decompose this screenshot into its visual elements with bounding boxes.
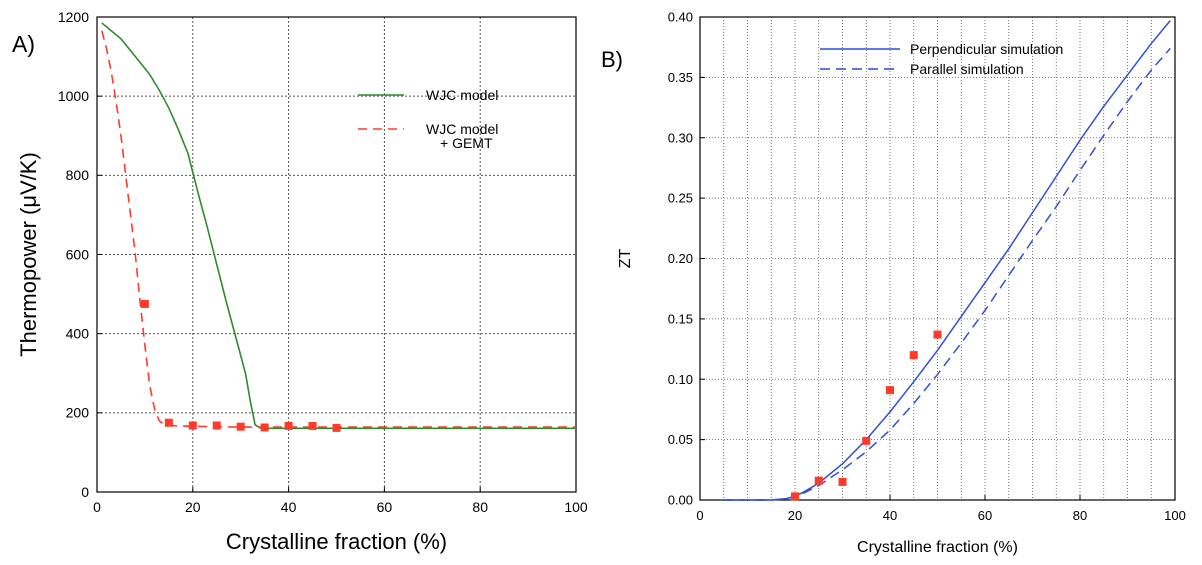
legend-label-line: Perpendicular simulation bbox=[910, 41, 1063, 57]
legend-label: Parallel simulation bbox=[910, 61, 1024, 77]
x-tick-label: 40 bbox=[883, 508, 897, 523]
x-tick-label: 0 bbox=[93, 499, 101, 515]
y-tick-label: 600 bbox=[66, 246, 90, 262]
legend-label: WJC model + GEMT bbox=[426, 121, 498, 151]
y-tick-label: 0.35 bbox=[668, 70, 693, 85]
y-axis-label: Thermopower (μV/K) bbox=[16, 152, 41, 357]
y-tick-label: 0.20 bbox=[668, 251, 693, 266]
x-tick-label: 60 bbox=[978, 508, 992, 523]
x-tick-label: 40 bbox=[281, 499, 297, 515]
x-tick-label: 100 bbox=[1164, 508, 1186, 523]
data-point-marker bbox=[284, 421, 293, 430]
y-tick-label: 400 bbox=[66, 326, 90, 342]
data-point-marker bbox=[164, 418, 173, 427]
legend-label-line: WJC model bbox=[426, 121, 498, 137]
data-point-marker bbox=[212, 421, 221, 430]
data-point-marker bbox=[236, 422, 245, 431]
panel-label: B) bbox=[601, 47, 623, 72]
data-point-marker bbox=[814, 476, 823, 485]
series-line bbox=[723, 20, 1171, 501]
x-axis-label: Crystalline fraction (%) bbox=[857, 539, 1018, 556]
data-point-marker bbox=[862, 436, 871, 445]
y-tick-label: 800 bbox=[66, 167, 90, 183]
legend-label-line: WJC model bbox=[426, 87, 498, 103]
data-point-marker bbox=[791, 492, 799, 501]
y-tick-label: 0.25 bbox=[668, 191, 693, 206]
x-tick-label: 80 bbox=[472, 499, 488, 515]
legend-label: WJC model bbox=[426, 87, 498, 103]
x-tick-label: 60 bbox=[377, 499, 393, 515]
y-tick-label: 0 bbox=[81, 484, 89, 500]
x-tick-label: 80 bbox=[1073, 508, 1087, 523]
y-tick-label: 0.05 bbox=[668, 432, 693, 447]
legend-label-line: Parallel simulation bbox=[910, 61, 1024, 77]
x-tick-label: 20 bbox=[788, 508, 802, 523]
data-point-marker bbox=[909, 351, 918, 360]
y-tick-label: 0.10 bbox=[668, 372, 693, 387]
legend-label: Perpendicular simulation bbox=[910, 41, 1063, 57]
x-tick-label: 0 bbox=[696, 508, 703, 523]
series-line bbox=[101, 30, 576, 428]
y-tick-label: 1000 bbox=[58, 88, 89, 104]
series-line bbox=[101, 22, 576, 430]
data-point-marker bbox=[308, 421, 317, 430]
y-tick-label: 0.30 bbox=[668, 130, 693, 145]
y-tick-label: 200 bbox=[66, 405, 90, 421]
series-line bbox=[723, 47, 1171, 501]
legend-label-line: + GEMT bbox=[440, 135, 493, 151]
chart-panel-a: 0 20 40 60 80 100020040060080010001200Crystal… bbox=[12, 9, 588, 554]
y-tick-label: 1200 bbox=[58, 9, 89, 25]
data-point-marker bbox=[140, 299, 149, 308]
y-tick-label: 0.40 bbox=[668, 10, 693, 25]
y-tick-label: 0.00 bbox=[668, 493, 693, 508]
data-point-marker bbox=[332, 423, 341, 432]
y-axis-label: ZT bbox=[617, 249, 634, 269]
chart-panel-b: 0 20 40 60 80 100 0.00 0.05 0.10 0.15 0.20 0.25 0.30… bbox=[601, 10, 1186, 556]
data-point-marker bbox=[260, 423, 269, 432]
data-point-marker bbox=[838, 477, 847, 486]
data-point-marker bbox=[933, 330, 942, 339]
y-tick-label: 0.15 bbox=[668, 311, 693, 326]
panel-label: A) bbox=[12, 31, 35, 57]
x-tick-label: 100 bbox=[564, 499, 588, 515]
x-axis-label: Crystalline fraction (%) bbox=[226, 529, 447, 554]
data-point-marker bbox=[886, 386, 894, 395]
data-point-marker bbox=[188, 421, 197, 430]
x-tick-label: 20 bbox=[185, 499, 201, 515]
